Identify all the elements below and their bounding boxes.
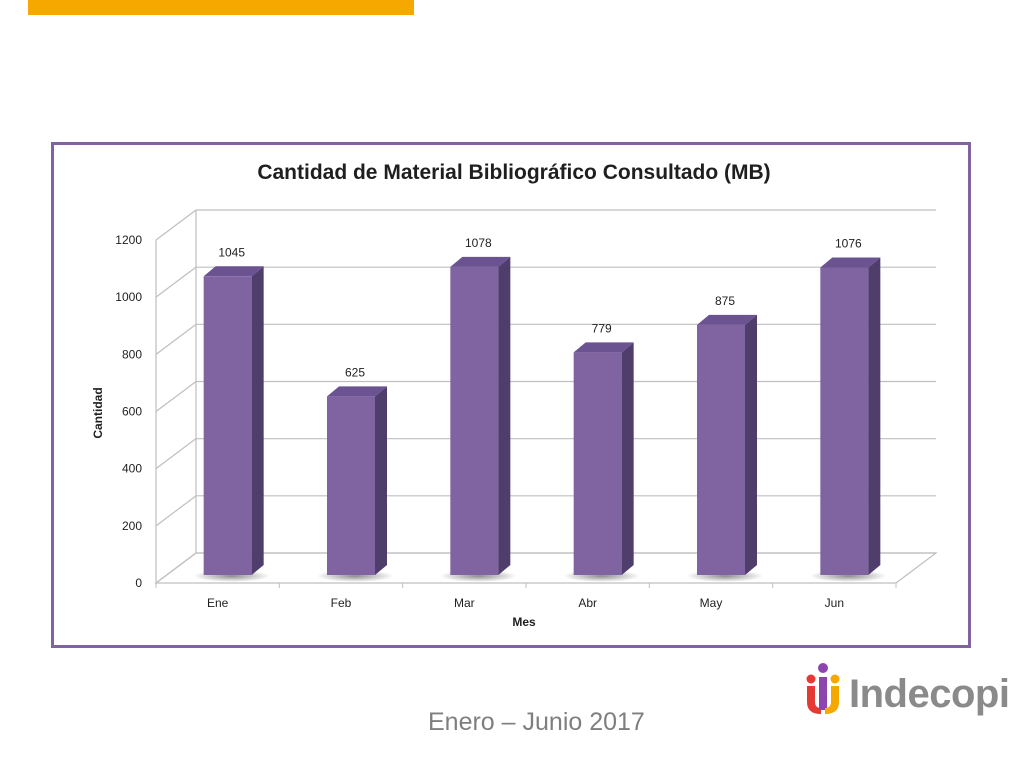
x-tick-label: May <box>700 596 723 610</box>
bar-top <box>450 256 511 267</box>
bar-top <box>327 386 387 397</box>
bar-side <box>498 256 511 575</box>
bar-side <box>868 257 881 575</box>
chart-frame: Cantidad de Material Bibliográfico Consu… <box>51 142 971 648</box>
x-axis-title: Mes <box>512 615 536 629</box>
bar-top <box>697 314 757 325</box>
gridline-depth <box>155 495 197 527</box>
data-label: 1076 <box>835 236 862 250</box>
gridline-depth <box>155 323 197 355</box>
x-tick-label: Jun <box>825 596 844 610</box>
y-tick-label: 200 <box>122 519 142 533</box>
gridline-depth <box>155 209 197 241</box>
x-tick-label: Mar <box>454 596 475 610</box>
bar <box>450 266 499 575</box>
bar <box>203 276 252 575</box>
top-accent-bar <box>28 0 414 15</box>
bar-top <box>820 257 881 268</box>
bar-side <box>745 314 757 575</box>
gridline-depth <box>155 266 197 298</box>
gridline-depth <box>155 438 197 470</box>
bar <box>573 352 622 575</box>
indecopi-logo: Indecopi <box>801 660 1010 720</box>
y-tick-label: 400 <box>122 462 142 476</box>
y-tick-label: 1200 <box>115 233 142 247</box>
y-axis-title: Cantidad <box>91 387 105 438</box>
bar-side <box>251 266 264 575</box>
y-tick-label: 1000 <box>115 290 142 304</box>
bar-side <box>621 342 634 575</box>
x-tick-label: Ene <box>207 596 229 610</box>
data-label: 1045 <box>218 245 245 259</box>
bar-chart: Cantidad de Material Bibliográfico Consu… <box>91 161 938 629</box>
indecopi-mark-icon <box>806 663 840 714</box>
bar <box>820 267 869 575</box>
brand-name: Indecopi <box>849 672 1010 716</box>
bar-top <box>203 266 264 277</box>
x-tick-label: Feb <box>331 596 352 610</box>
data-label: 875 <box>715 294 735 308</box>
data-label: 625 <box>345 365 365 379</box>
gridline-depth <box>155 381 197 412</box>
chart-title: Cantidad de Material Bibliográfico Consu… <box>257 161 770 184</box>
y-tick-label: 800 <box>122 347 142 361</box>
x-tick-label: Abr <box>578 596 597 610</box>
bar <box>327 396 375 575</box>
y-tick-label: 0 <box>135 576 142 590</box>
bar <box>697 324 745 575</box>
bar-side <box>375 386 387 575</box>
data-label: 779 <box>592 321 612 335</box>
y-tick-label: 600 <box>122 405 142 419</box>
data-label: 1078 <box>465 236 492 250</box>
footer-date-range: Enero – Junio 2017 <box>428 708 645 736</box>
bar-top <box>573 342 634 353</box>
